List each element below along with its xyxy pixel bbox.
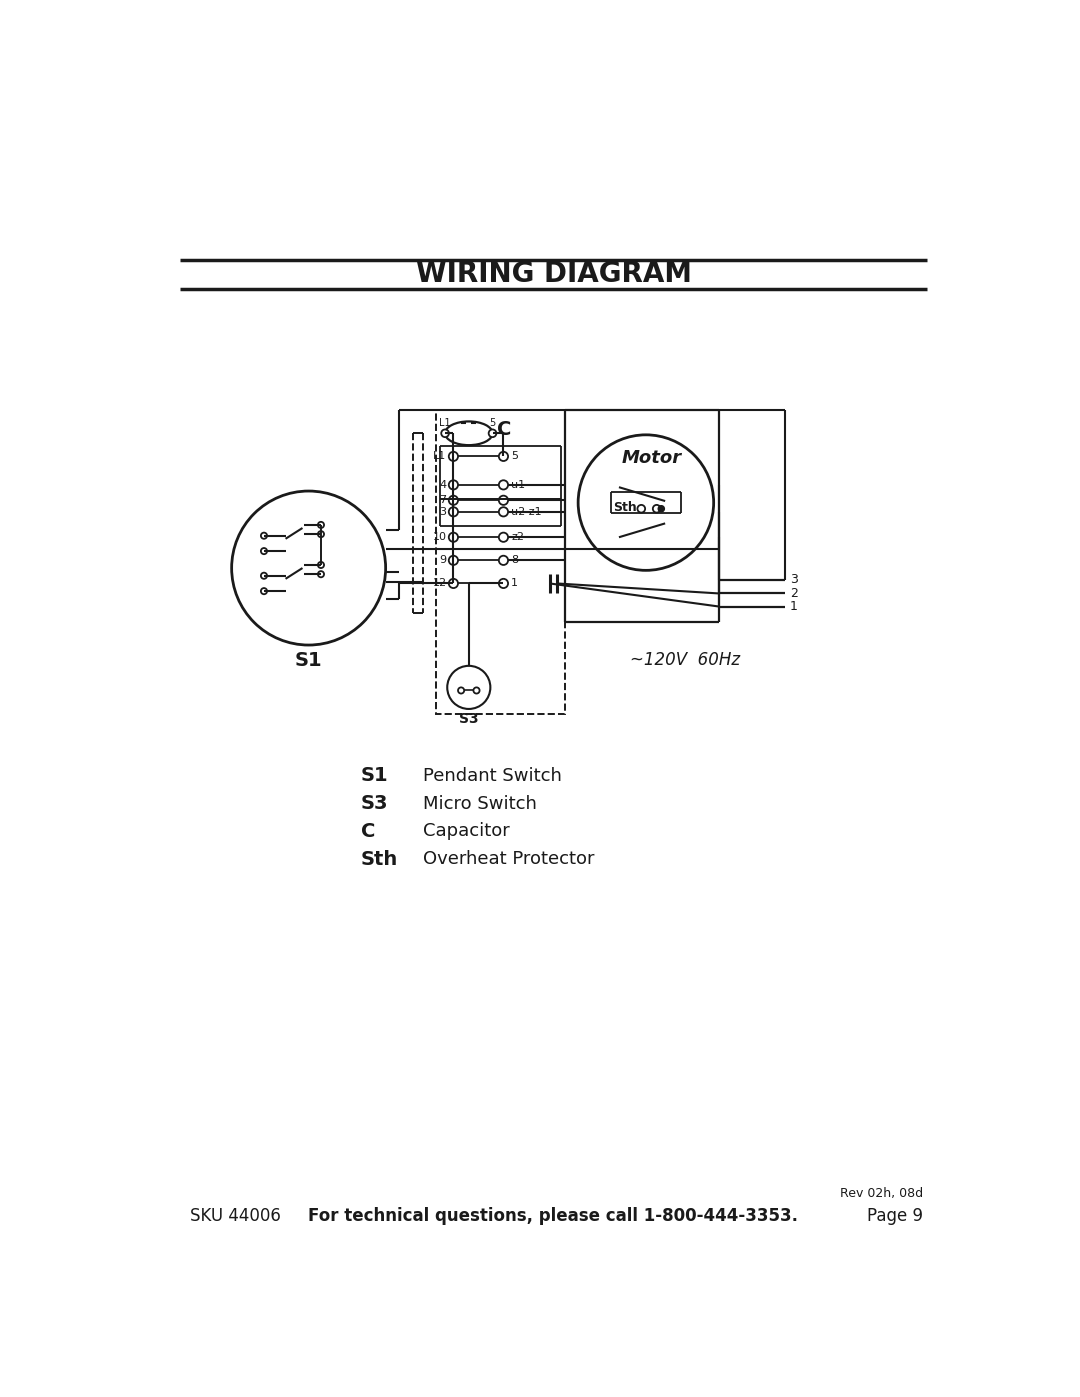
Text: 8: 8 xyxy=(511,556,518,566)
Text: 1: 1 xyxy=(511,578,518,588)
Circle shape xyxy=(261,573,267,578)
Text: u1: u1 xyxy=(511,481,525,490)
Text: 5: 5 xyxy=(511,451,518,461)
Text: 4: 4 xyxy=(440,481,446,490)
Circle shape xyxy=(318,531,324,538)
Text: z2: z2 xyxy=(511,532,524,542)
Text: C: C xyxy=(497,420,511,439)
Text: SKU 44006: SKU 44006 xyxy=(190,1207,281,1225)
Text: 3: 3 xyxy=(789,573,798,587)
Text: Page 9: Page 9 xyxy=(867,1207,923,1225)
Circle shape xyxy=(449,481,458,489)
Text: 9: 9 xyxy=(440,556,446,566)
Circle shape xyxy=(231,490,386,645)
Circle shape xyxy=(447,666,490,708)
Text: S1: S1 xyxy=(295,651,323,671)
Circle shape xyxy=(449,451,458,461)
Circle shape xyxy=(499,507,508,517)
Circle shape xyxy=(499,532,508,542)
Circle shape xyxy=(499,451,508,461)
Text: 10: 10 xyxy=(432,532,446,542)
Text: Micro Switch: Micro Switch xyxy=(422,795,537,813)
Text: 2: 2 xyxy=(789,587,798,599)
Text: 7: 7 xyxy=(440,496,446,506)
Circle shape xyxy=(449,578,458,588)
Circle shape xyxy=(442,429,449,437)
Circle shape xyxy=(458,687,464,693)
Text: 3: 3 xyxy=(440,507,446,517)
Circle shape xyxy=(261,532,267,539)
Circle shape xyxy=(318,571,324,577)
Text: 12: 12 xyxy=(432,578,446,588)
Text: C: C xyxy=(361,821,376,841)
Text: u2 z1: u2 z1 xyxy=(511,507,542,517)
Text: Sth: Sth xyxy=(361,849,399,869)
Text: 5: 5 xyxy=(489,418,496,427)
Text: L1: L1 xyxy=(433,451,446,461)
Circle shape xyxy=(261,588,267,594)
Circle shape xyxy=(578,434,714,570)
Circle shape xyxy=(261,548,267,555)
Text: ~120V  60Hz: ~120V 60Hz xyxy=(631,651,741,669)
Circle shape xyxy=(449,496,458,504)
Circle shape xyxy=(658,506,664,511)
Circle shape xyxy=(473,687,480,693)
Circle shape xyxy=(488,429,497,437)
Circle shape xyxy=(637,504,645,513)
Text: Sth: Sth xyxy=(613,500,636,514)
Circle shape xyxy=(449,532,458,542)
Bar xyxy=(436,411,565,714)
Circle shape xyxy=(499,481,508,489)
Text: Overheat Protector: Overheat Protector xyxy=(422,851,594,868)
Text: 1: 1 xyxy=(789,601,798,613)
Circle shape xyxy=(318,522,324,528)
Circle shape xyxy=(318,562,324,569)
Text: S1: S1 xyxy=(361,767,389,785)
Text: Pendant Switch: Pendant Switch xyxy=(422,767,562,785)
Circle shape xyxy=(499,578,508,588)
Text: Capacitor: Capacitor xyxy=(422,823,510,841)
Text: Motor: Motor xyxy=(622,448,683,467)
Text: Rev 02h, 08d: Rev 02h, 08d xyxy=(840,1187,923,1200)
Circle shape xyxy=(449,556,458,564)
Text: S3: S3 xyxy=(459,712,478,726)
Text: WIRING DIAGRAM: WIRING DIAGRAM xyxy=(416,260,691,288)
Circle shape xyxy=(449,507,458,517)
Text: For technical questions, please call 1-800-444-3353.: For technical questions, please call 1-8… xyxy=(309,1207,798,1225)
Circle shape xyxy=(499,556,508,564)
Circle shape xyxy=(652,504,661,513)
Text: S3: S3 xyxy=(361,793,389,813)
Circle shape xyxy=(499,496,508,504)
Text: L1: L1 xyxy=(440,418,450,427)
